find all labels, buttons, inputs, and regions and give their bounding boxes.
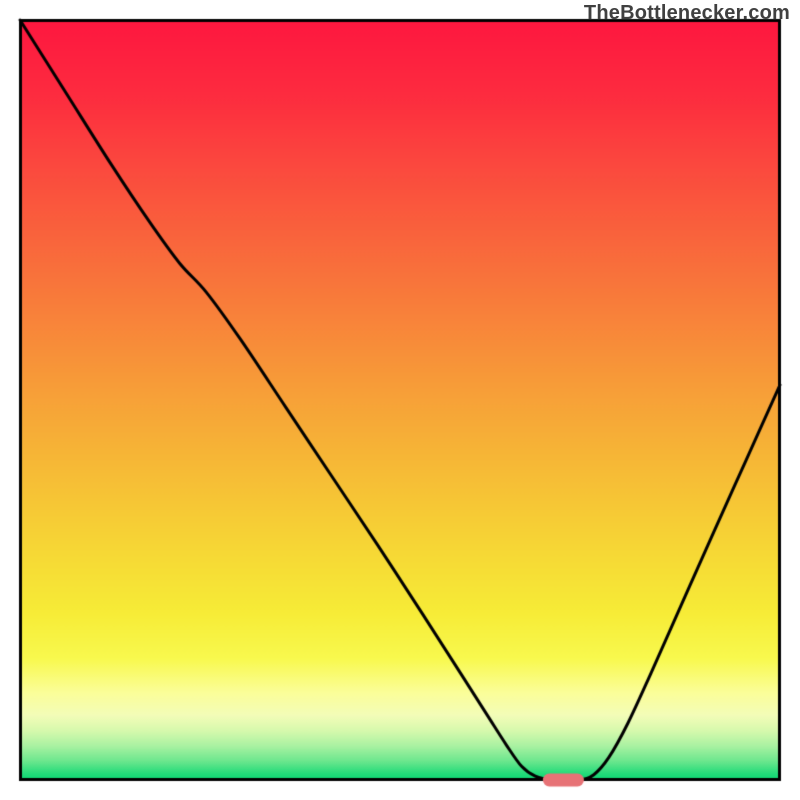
chart-canvas (0, 0, 800, 800)
bottleneck-chart: TheBottlenecker.com (0, 0, 800, 800)
watermark-text: TheBottlenecker.com (584, 2, 790, 25)
